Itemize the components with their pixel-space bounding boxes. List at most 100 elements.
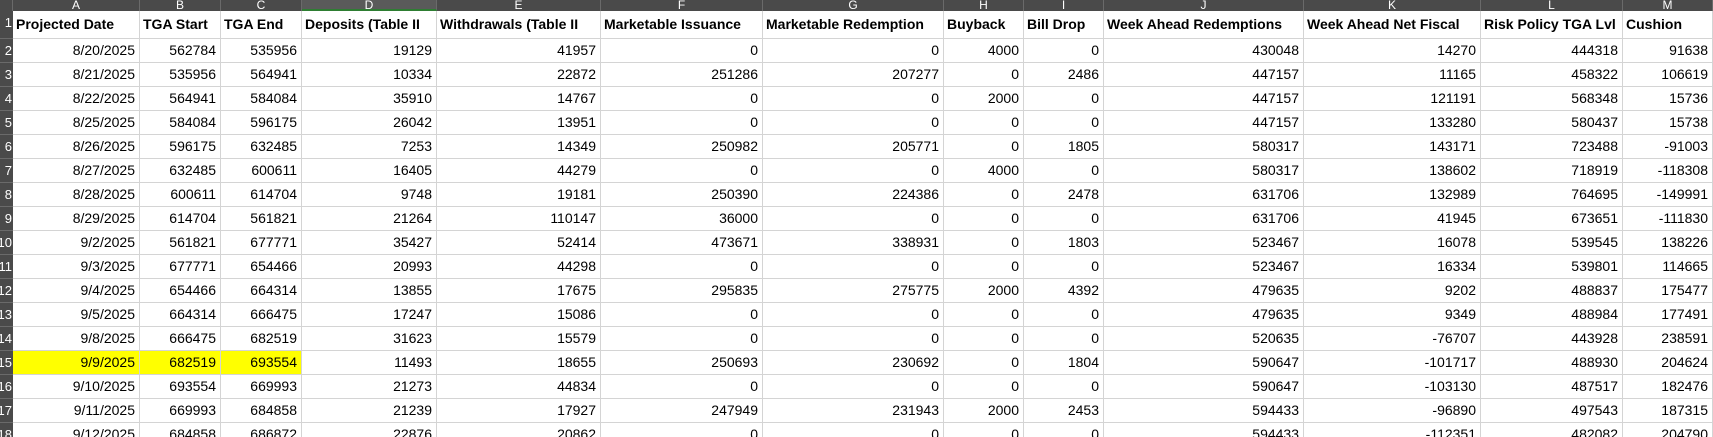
number-cell[interactable]: 2000 xyxy=(944,87,1024,111)
number-cell[interactable]: 523467 xyxy=(1104,231,1304,255)
number-cell[interactable]: -96890 xyxy=(1304,399,1481,423)
number-cell[interactable]: 295835 xyxy=(601,279,763,303)
number-cell[interactable]: 580317 xyxy=(1104,135,1304,159)
number-cell[interactable]: 0 xyxy=(944,207,1024,231)
number-cell[interactable]: 0 xyxy=(763,327,944,351)
date-cell[interactable]: 8/26/2025 xyxy=(13,135,140,159)
number-cell[interactable]: 114665 xyxy=(1623,255,1713,279)
number-cell[interactable]: 0 xyxy=(763,375,944,399)
number-cell[interactable]: 677771 xyxy=(221,231,302,255)
number-cell[interactable]: 35910 xyxy=(302,87,437,111)
column-header[interactable]: Bill Drop xyxy=(1024,11,1104,39)
row-number[interactable]: 15 xyxy=(0,351,13,375)
row-number[interactable]: 10 xyxy=(0,231,13,255)
number-cell[interactable]: 16405 xyxy=(302,159,437,183)
column-letter[interactable]: J xyxy=(1104,0,1304,11)
row-number[interactable]: 1 xyxy=(0,11,13,39)
row-number[interactable]: 7 xyxy=(0,159,13,183)
number-cell[interactable]: 584084 xyxy=(140,111,221,135)
number-cell[interactable]: 0 xyxy=(1024,159,1104,183)
number-cell[interactable]: 251286 xyxy=(601,63,763,87)
number-cell[interactable]: 535956 xyxy=(221,39,302,63)
number-cell[interactable]: 14767 xyxy=(437,87,601,111)
number-cell[interactable]: 21273 xyxy=(302,375,437,399)
number-cell[interactable]: 0 xyxy=(601,111,763,135)
number-cell[interactable]: 13855 xyxy=(302,279,437,303)
column-letter[interactable]: H xyxy=(944,0,1024,11)
column-header[interactable]: Risk Policy TGA Lvl xyxy=(1481,11,1623,39)
number-cell[interactable]: 561821 xyxy=(140,231,221,255)
column-letter[interactable]: B xyxy=(140,0,221,11)
date-cell[interactable]: 8/28/2025 xyxy=(13,183,140,207)
number-cell[interactable]: 632485 xyxy=(140,159,221,183)
row-number[interactable]: 5 xyxy=(0,111,13,135)
number-cell[interactable]: 2000 xyxy=(944,279,1024,303)
number-cell[interactable]: 682519 xyxy=(221,327,302,351)
date-cell[interactable]: 9/9/2025 xyxy=(13,351,140,375)
number-cell[interactable]: 584084 xyxy=(221,87,302,111)
number-cell[interactable]: 564941 xyxy=(221,63,302,87)
number-cell[interactable]: 19129 xyxy=(302,39,437,63)
number-cell[interactable]: 177491 xyxy=(1623,303,1713,327)
number-cell[interactable]: 14349 xyxy=(437,135,601,159)
number-cell[interactable]: 2486 xyxy=(1024,63,1104,87)
number-cell[interactable]: 21264 xyxy=(302,207,437,231)
number-cell[interactable]: 631706 xyxy=(1104,207,1304,231)
number-cell[interactable]: 0 xyxy=(601,255,763,279)
number-cell[interactable]: 224386 xyxy=(763,183,944,207)
number-cell[interactable]: 488837 xyxy=(1481,279,1623,303)
column-header[interactable]: Week Ahead Net Fiscal xyxy=(1304,11,1481,39)
number-cell[interactable]: 520635 xyxy=(1104,327,1304,351)
number-cell[interactable]: 17247 xyxy=(302,303,437,327)
number-cell[interactable]: 0 xyxy=(1024,327,1104,351)
number-cell[interactable]: 16334 xyxy=(1304,255,1481,279)
number-cell[interactable]: 600611 xyxy=(221,159,302,183)
number-cell[interactable]: 0 xyxy=(763,39,944,63)
column-header[interactable]: Projected Date xyxy=(13,11,140,39)
number-cell[interactable]: 121191 xyxy=(1304,87,1481,111)
date-cell[interactable]: 8/27/2025 xyxy=(13,159,140,183)
row-number[interactable]: 16 xyxy=(0,375,13,399)
number-cell[interactable]: 0 xyxy=(1024,423,1104,437)
number-cell[interactable]: 143171 xyxy=(1304,135,1481,159)
number-cell[interactable]: 20862 xyxy=(437,423,601,437)
number-cell[interactable]: 0 xyxy=(944,63,1024,87)
number-cell[interactable]: 723488 xyxy=(1481,135,1623,159)
column-letter[interactable]: E xyxy=(437,0,601,11)
number-cell[interactable]: 614704 xyxy=(221,183,302,207)
number-cell[interactable]: 22876 xyxy=(302,423,437,437)
date-cell[interactable]: 9/3/2025 xyxy=(13,255,140,279)
number-cell[interactable]: 0 xyxy=(1024,87,1104,111)
number-cell[interactable]: 0 xyxy=(944,375,1024,399)
number-cell[interactable]: 4000 xyxy=(944,159,1024,183)
number-cell[interactable]: 0 xyxy=(944,327,1024,351)
number-cell[interactable]: 614704 xyxy=(140,207,221,231)
number-cell[interactable]: 447157 xyxy=(1104,111,1304,135)
number-cell[interactable]: 0 xyxy=(601,87,763,111)
number-cell[interactable]: 10334 xyxy=(302,63,437,87)
number-cell[interactable]: 693554 xyxy=(221,351,302,375)
number-cell[interactable]: 338931 xyxy=(763,231,944,255)
number-cell[interactable]: 52414 xyxy=(437,231,601,255)
date-cell[interactable]: 9/8/2025 xyxy=(13,327,140,351)
column-letter[interactable]: A xyxy=(13,0,140,11)
number-cell[interactable]: 632485 xyxy=(221,135,302,159)
number-cell[interactable]: 1805 xyxy=(1024,135,1104,159)
date-cell[interactable]: 9/4/2025 xyxy=(13,279,140,303)
number-cell[interactable]: 686872 xyxy=(221,423,302,437)
date-cell[interactable]: 8/25/2025 xyxy=(13,111,140,135)
number-cell[interactable]: 0 xyxy=(944,231,1024,255)
number-cell[interactable]: 631706 xyxy=(1104,183,1304,207)
column-letter[interactable]: L xyxy=(1481,0,1623,11)
column-header[interactable]: Week Ahead Redemptions xyxy=(1104,11,1304,39)
column-header[interactable]: Buyback xyxy=(944,11,1024,39)
number-cell[interactable]: 230692 xyxy=(763,351,944,375)
number-cell[interactable]: 138602 xyxy=(1304,159,1481,183)
number-cell[interactable]: 482082 xyxy=(1481,423,1623,437)
number-cell[interactable]: 205771 xyxy=(763,135,944,159)
row-number[interactable]: 14 xyxy=(0,327,13,351)
number-cell[interactable]: 106619 xyxy=(1623,63,1713,87)
number-cell[interactable]: 16078 xyxy=(1304,231,1481,255)
number-cell[interactable]: 0 xyxy=(763,207,944,231)
number-cell[interactable]: 564941 xyxy=(140,87,221,111)
